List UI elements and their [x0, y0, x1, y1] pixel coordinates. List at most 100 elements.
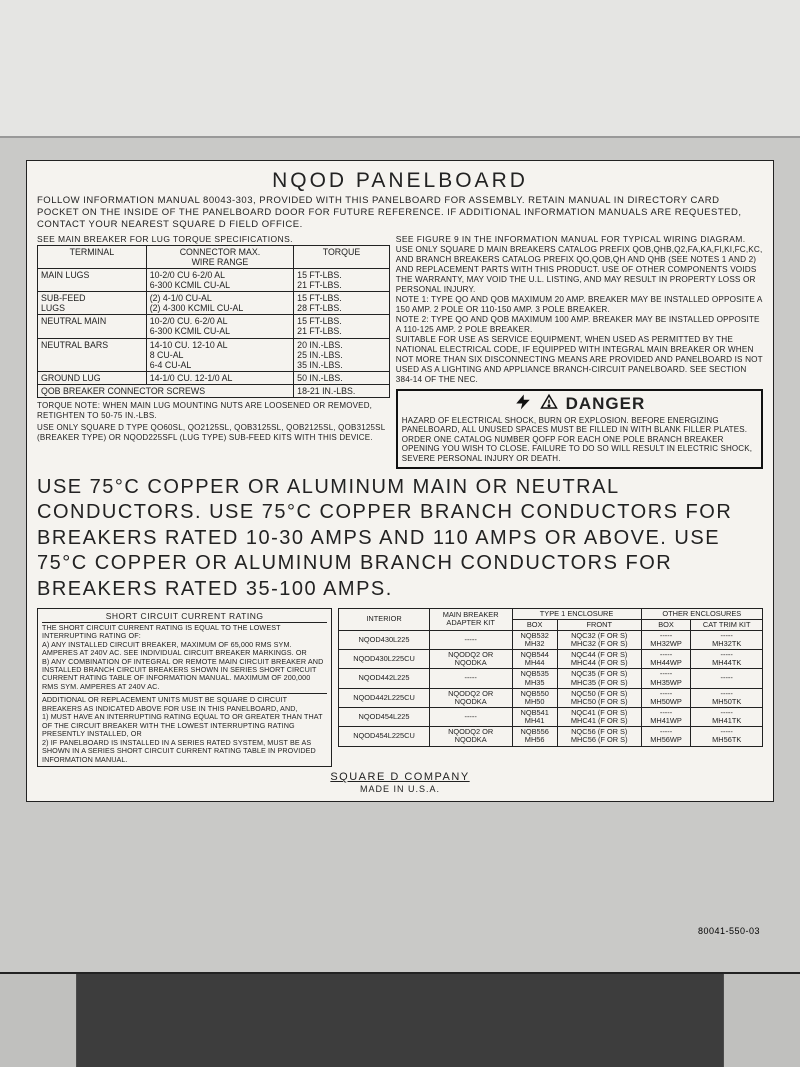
- torque-cell: 10-2/0 CU. 6-2/0 AL 6-300 KCMIL CU-AL: [146, 315, 293, 338]
- sccr-body2: ADDITIONAL OR REPLACEMENT UNITS MUST BE …: [42, 696, 327, 713]
- enc-cell: NQODQ2 OR NQODKA: [429, 688, 512, 707]
- sccr-two: 2) IF PANELBOARD IS INSTALLED IN A SERIE…: [42, 739, 327, 764]
- use-only-note: USE ONLY SQUARE D TYPE QO60SL, QO2125SL,…: [37, 423, 390, 442]
- torque-cell: 15 FT-LBS. 21 FT-LBS.: [294, 268, 390, 291]
- wall-background: [0, 0, 800, 138]
- danger-word: DANGER: [566, 394, 646, 414]
- torque-cell: NEUTRAL BARS: [38, 338, 147, 371]
- th-front: FRONT: [557, 619, 641, 630]
- torque-cell: MAIN LUGS: [38, 268, 147, 291]
- note-2: NOTE 2: TYPE QO AND QOB MAXIMUM 100 AMP.…: [396, 315, 763, 335]
- th-interior: INTERIOR: [339, 608, 430, 630]
- label-title: NQOD PANELBOARD: [37, 169, 763, 193]
- breaker-prefix-note: USE ONLY SQUARE D MAIN BREAKERS CATALOG …: [396, 245, 763, 295]
- enc-cell: NQB550 MH50: [512, 688, 557, 707]
- th-terminal: TERMINAL: [38, 245, 147, 268]
- torque-column: SEE MAIN BREAKER FOR LUG TORQUE SPECIFIC…: [37, 234, 390, 469]
- torque-cell: 15 FT-LBS. 28 FT-LBS.: [294, 292, 390, 315]
- torque-cell: SUB-FEED LUGS: [38, 292, 147, 315]
- torque-note: TORQUE NOTE: WHEN MAIN LUG MOUNTING NUTS…: [37, 401, 390, 420]
- enc-cell: NQB556 MH56: [512, 727, 557, 746]
- enc-cell: ----- MH50WP: [641, 688, 691, 707]
- sccr-body1: THE SHORT CIRCUIT CURRENT RATING IS EQUA…: [42, 624, 327, 641]
- enc-cell: -----: [429, 707, 512, 726]
- enc-cell: NQOD454L225: [339, 707, 430, 726]
- bolt-icon: [514, 393, 532, 416]
- enc-cell: NQC44 (F OR S) MHC44 (F OR S): [557, 650, 641, 669]
- panel-bottom-edge: [0, 972, 800, 1067]
- enc-cell: ----- MH44WP: [641, 650, 691, 669]
- conductor-temp-note: USE 75°C COPPER OR ALUMINUM MAIN OR NEUT…: [37, 475, 763, 603]
- sccr-a: A) ANY INSTALLED CIRCUIT BREAKER, MAXIMU…: [42, 641, 327, 658]
- torque-cell: 50 IN.-LBS.: [294, 371, 390, 384]
- enc-cell: NQOD430L225CU: [339, 650, 430, 669]
- note-1: NOTE 1: TYPE QO AND QOB MAXIMUM 20 AMP. …: [396, 295, 763, 315]
- enc-cell: -----: [429, 630, 512, 649]
- enc-cell: NQOD454L225CU: [339, 727, 430, 746]
- torque-cell: 14-1/0 CU. 12-1/0 AL: [146, 371, 293, 384]
- enc-cell: NQB541 MH41: [512, 707, 557, 726]
- th-type1: TYPE 1 ENCLOSURE: [512, 608, 641, 619]
- enc-cell: NQOD442L225CU: [339, 688, 430, 707]
- figure9-note: SEE FIGURE 9 IN THE INFORMATION MANUAL F…: [396, 234, 763, 244]
- enc-cell: ----- MH32TK: [691, 630, 763, 649]
- torque-header-note: SEE MAIN BREAKER FOR LUG TORQUE SPECIFIC…: [37, 234, 390, 244]
- sccr-b: B) ANY COMBINATION OF INTEGRAL OR REMOTE…: [42, 658, 327, 692]
- danger-body: HAZARD OF ELECTRICAL SHOCK, BURN OR EXPL…: [402, 416, 757, 464]
- part-number: 80041-550-03: [698, 926, 760, 936]
- enc-cell: NQB532 MH32: [512, 630, 557, 649]
- th-box1: BOX: [512, 619, 557, 630]
- sccr-box: SHORT CIRCUIT CURRENT RATING THE SHORT C…: [37, 608, 332, 768]
- torque-cell: 18-21 IN.-LBS.: [294, 384, 390, 397]
- enc-cell: NQODQ2 OR NQODKA: [429, 650, 512, 669]
- enclosure-table: INTERIOR MAIN BREAKER ADAPTER KIT TYPE 1…: [338, 608, 763, 747]
- enc-cell: ----- MH41TK: [691, 707, 763, 726]
- enc-cell: ----- MH32WP: [641, 630, 691, 649]
- torque-cell: NEUTRAL MAIN: [38, 315, 147, 338]
- mid-row: SEE MAIN BREAKER FOR LUG TORQUE SPECIFIC…: [37, 234, 763, 469]
- th-torque: TORQUE: [294, 245, 390, 268]
- notes-column: SEE FIGURE 9 IN THE INFORMATION MANUAL F…: [396, 234, 763, 469]
- enc-cell: NQODQ2 OR NQODKA: [429, 727, 512, 746]
- danger-box: DANGER HAZARD OF ELECTRICAL SHOCK, BURN …: [396, 389, 763, 469]
- enc-cell: ----- MH50TK: [691, 688, 763, 707]
- intro-text: FOLLOW INFORMATION MANUAL 80043-303, PRO…: [37, 195, 763, 231]
- enc-cell: ----- MH35WP: [641, 669, 691, 688]
- enc-cell: ----- MH56TK: [691, 727, 763, 746]
- enc-cell: NQB544 MH44: [512, 650, 557, 669]
- th-other: OTHER ENCLOSURES: [641, 608, 762, 619]
- enc-cell: NQC35 (F OR S) MHC35 (F OR S): [557, 669, 641, 688]
- enc-cell: -----: [429, 669, 512, 688]
- enclosure-table-wrap: INTERIOR MAIN BREAKER ADAPTER KIT TYPE 1…: [338, 608, 763, 768]
- th-box2: BOX: [641, 619, 691, 630]
- label-footer: SQUARE D COMPANY MADE IN U.S.A.: [37, 771, 763, 795]
- sccr-one: 1) MUST HAVE AN INTERRUPTING RATING EQUA…: [42, 713, 327, 738]
- enc-cell: ----- MH41WP: [641, 707, 691, 726]
- th-trim: CAT TRIM KIT: [691, 619, 763, 630]
- enc-cell: ----- MH56WP: [641, 727, 691, 746]
- torque-cell: 20 IN.-LBS. 25 IN.-LBS. 35 IN.-LBS.: [294, 338, 390, 371]
- enc-cell: NQOD442L225: [339, 669, 430, 688]
- enc-cell: NQOD430L225: [339, 630, 430, 649]
- service-equipment-note: SUITABLE FOR USE AS SERVICE EQUIPMENT, W…: [396, 335, 763, 385]
- company-name: SQUARE D COMPANY: [330, 771, 469, 783]
- bottom-row: SHORT CIRCUIT CURRENT RATING THE SHORT C…: [37, 608, 763, 768]
- th-wire: CONNECTOR MAX. WIRE RANGE: [146, 245, 293, 268]
- th-adapter: MAIN BREAKER ADAPTER KIT: [429, 608, 512, 630]
- enc-cell: NQC56 (F OR S) MHC56 (F OR S): [557, 727, 641, 746]
- specification-label: NQOD PANELBOARD FOLLOW INFORMATION MANUA…: [26, 160, 774, 802]
- danger-heading: DANGER: [402, 393, 757, 416]
- enc-cell: NQB535 MH35: [512, 669, 557, 688]
- sccr-title: SHORT CIRCUIT CURRENT RATING: [42, 611, 327, 623]
- torque-cell: 14-10 CU. 12-10 AL 8 CU-AL 6-4 CU-AL: [146, 338, 293, 371]
- torque-cell: (2) 4-1/0 CU-AL (2) 4-300 KCMIL CU-AL: [146, 292, 293, 315]
- enc-cell: -----: [691, 669, 763, 688]
- enc-cell: ----- MH44TK: [691, 650, 763, 669]
- enc-cell: NQC32 (F OR S) MHC32 (F OR S): [557, 630, 641, 649]
- enc-cell: NQC50 (F OR S) MHC50 (F OR S): [557, 688, 641, 707]
- torque-cell: QOB BREAKER CONNECTOR SCREWS: [38, 384, 294, 397]
- warning-triangle-icon: [540, 393, 558, 416]
- torque-cell: 15 FT-LBS. 21 FT-LBS.: [294, 315, 390, 338]
- torque-cell: 10-2/0 CU 6-2/0 AL 6-300 KCMIL CU-AL: [146, 268, 293, 291]
- made-in: MADE IN U.S.A.: [360, 784, 440, 794]
